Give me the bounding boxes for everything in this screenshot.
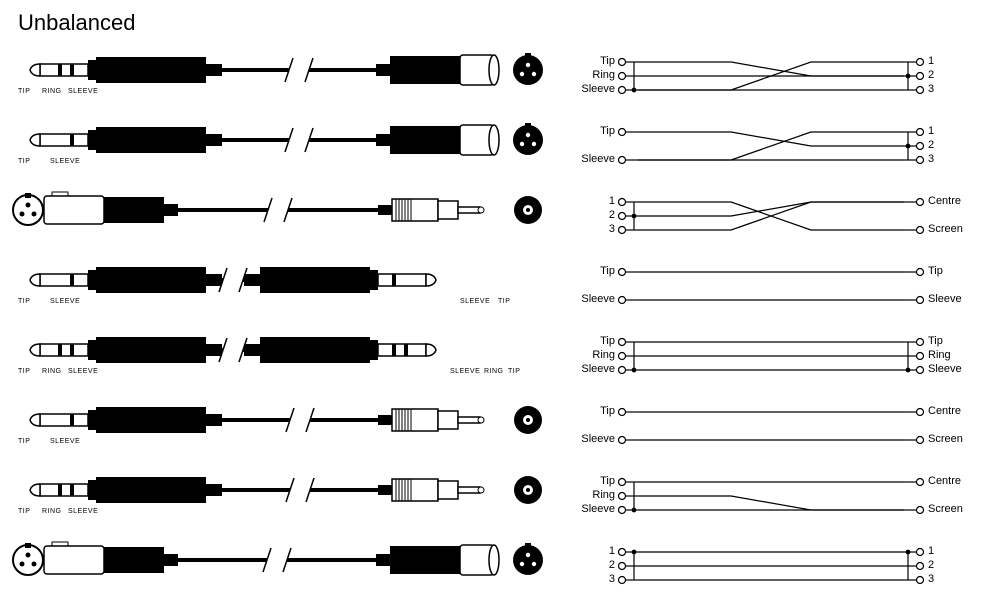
connector-part-label: SLEEVE: [68, 368, 98, 375]
cable-row: TIP SLEEVE SLEEVE TIP Tip Tip Sleeve Sleeve: [0, 258, 999, 322]
pin-label-right: 1: [928, 125, 934, 137]
pin-label-left: Sleeve: [560, 293, 615, 305]
pin-label-right: Ring: [928, 349, 951, 361]
pin-label-left: 1: [560, 195, 615, 207]
cable-row: 1 1 2 2 3 3: [0, 538, 999, 602]
connector-part-label: TIP: [18, 438, 30, 445]
wiring-svg: [560, 48, 990, 112]
pin-label-right: Centre: [928, 405, 961, 417]
connector-part-label: RING: [42, 88, 62, 95]
pin-label-left: Tip: [560, 55, 615, 67]
connector-part-label: TIP: [18, 508, 30, 515]
connector-part-label: SLEEVE: [68, 88, 98, 95]
pin-label-left: Tip: [560, 335, 615, 347]
connector-part-label: RING: [42, 368, 62, 375]
wiring-svg: [560, 398, 990, 462]
wiring-svg: [560, 118, 990, 182]
connector-part-label: TIP: [508, 368, 520, 375]
connector-part-label: SLEEVE: [68, 508, 98, 515]
pin-label-left: Ring: [560, 489, 615, 501]
cable-diagram: TIP SLEEVE: [10, 118, 550, 182]
wiring-svg: [560, 258, 990, 322]
pin-label-left: Tip: [560, 475, 615, 487]
pin-label-left: Tip: [560, 265, 615, 277]
pin-label-left: Sleeve: [560, 503, 615, 515]
connector-part-label: SLEEVE: [50, 158, 80, 165]
wiring-diagram: 1 1 2 2 3 3: [560, 538, 990, 602]
connector-part-label: RING: [484, 368, 504, 375]
cable-diagram: TIP SLEEVE: [10, 398, 550, 462]
pin-label-right: 1: [928, 55, 934, 67]
wiring-diagram: Tip Centre Ring Sleeve Screen: [560, 468, 990, 532]
pin-label-right: 2: [928, 559, 934, 571]
pin-label-left: Ring: [560, 69, 615, 81]
cable-row: TIP RING SLEEVE Tip Centre Ring Sleeve Screen: [0, 468, 999, 532]
wiring-diagram: Tip Tip Ring Ring Sleeve Sleeve: [560, 328, 990, 392]
pin-label-right: Sleeve: [928, 293, 962, 305]
pin-label-right: Tip: [928, 265, 943, 277]
wiring-svg: [560, 538, 990, 602]
wiring-diagram: Tip 1 Ring 2 Sleeve 3: [560, 48, 990, 112]
cable-row: TIP RING SLEEVE SLEEVE RING TIP Tip Tip Ring Ring…: [0, 328, 999, 392]
pin-label-left: 1: [560, 545, 615, 557]
connector-part-label: TIP: [18, 298, 30, 305]
wiring-diagram: 1 Centre 2 3 Screen: [560, 188, 990, 252]
pin-label-left: Tip: [560, 125, 615, 137]
cable-row: TIP SLEEVE Tip Centre Sleeve Screen: [0, 398, 999, 462]
cable-diagram: [10, 188, 550, 252]
pin-label-left: Sleeve: [560, 433, 615, 445]
pin-label-right: 1: [928, 545, 934, 557]
pin-label-left: 3: [560, 223, 615, 235]
connector-part-label: SLEEVE: [450, 368, 480, 375]
wiring-diagram: Tip Tip Sleeve Sleeve: [560, 258, 990, 322]
cable-diagram: TIP RING SLEEVE: [10, 48, 550, 112]
cable-diagram: TIP SLEEVE SLEEVE TIP: [10, 258, 550, 322]
pin-label-right: 2: [928, 69, 934, 81]
pin-label-right: 3: [928, 573, 934, 585]
wiring-svg: [560, 468, 990, 532]
cable-diagram: [10, 538, 550, 602]
connector-part-label: SLEEVE: [50, 298, 80, 305]
pin-label-left: 2: [560, 559, 615, 571]
cable-row: TIP RING SLEEVE Tip 1 Ring 2 Sleeve 3: [0, 48, 999, 112]
pin-label-left: Tip: [560, 405, 615, 417]
connector-part-label: TIP: [18, 368, 30, 375]
pin-label-left: Sleeve: [560, 83, 615, 95]
pin-label-left: Sleeve: [560, 363, 615, 375]
connector-part-label: RING: [42, 508, 62, 515]
pin-label-right: Screen: [928, 503, 963, 515]
wiring-diagram: Tip 1 2 Sleeve 3: [560, 118, 990, 182]
connector-part-label: TIP: [18, 88, 30, 95]
pin-label-right: 2: [928, 139, 934, 151]
cable-diagram: TIP RING SLEEVE: [10, 468, 550, 532]
pin-label-right: Screen: [928, 433, 963, 445]
pin-label-right: Centre: [928, 475, 961, 487]
cable-row: TIP SLEEVE Tip 1 2 Sleeve 3: [0, 118, 999, 182]
pin-label-right: 3: [928, 153, 934, 165]
pin-label-right: Centre: [928, 195, 961, 207]
pin-label-right: Sleeve: [928, 363, 962, 375]
cable-row: 1 Centre 2 3 Screen: [0, 188, 999, 252]
pin-label-left: Ring: [560, 349, 615, 361]
connector-part-label: SLEEVE: [460, 298, 490, 305]
pin-label-left: 2: [560, 209, 615, 221]
page-title: Unbalanced: [18, 10, 135, 36]
cable-diagram: TIP RING SLEEVE SLEEVE RING TIP: [10, 328, 550, 392]
wiring-svg: [560, 328, 990, 392]
connector-part-label: TIP: [498, 298, 510, 305]
pin-label-left: Sleeve: [560, 153, 615, 165]
pin-label-left: 3: [560, 573, 615, 585]
pin-label-right: Tip: [928, 335, 943, 347]
wiring-diagram: Tip Centre Sleeve Screen: [560, 398, 990, 462]
connector-part-label: TIP: [18, 158, 30, 165]
pin-label-right: Screen: [928, 223, 963, 235]
wiring-svg: [560, 188, 990, 252]
connector-part-label: SLEEVE: [50, 438, 80, 445]
pin-label-right: 3: [928, 83, 934, 95]
